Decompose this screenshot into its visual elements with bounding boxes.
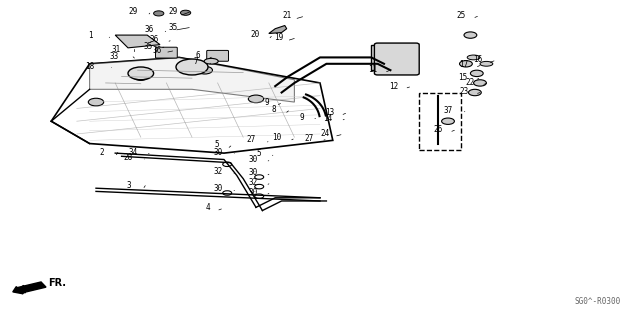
- Ellipse shape: [480, 61, 493, 66]
- Text: 36: 36: [145, 25, 154, 34]
- Text: 23: 23: [460, 87, 468, 96]
- Text: FR.: FR.: [48, 278, 66, 288]
- Text: 30: 30: [248, 188, 257, 197]
- Text: 34: 34: [129, 148, 138, 157]
- Text: 32: 32: [248, 178, 257, 187]
- FancyBboxPatch shape: [207, 50, 228, 61]
- Circle shape: [464, 32, 477, 38]
- Text: 10: 10: [273, 133, 282, 142]
- Circle shape: [154, 11, 164, 16]
- Polygon shape: [115, 35, 160, 48]
- Text: 20: 20: [250, 30, 259, 39]
- Circle shape: [197, 66, 212, 74]
- Text: 6: 6: [195, 51, 200, 60]
- Text: 7: 7: [194, 57, 198, 66]
- Text: 21: 21: [282, 11, 291, 20]
- Text: 8: 8: [272, 105, 276, 114]
- Text: 5: 5: [214, 140, 219, 149]
- Text: 3: 3: [127, 181, 131, 190]
- Text: 17: 17: [460, 60, 468, 69]
- Text: 16: 16: [474, 56, 483, 64]
- Circle shape: [248, 95, 264, 103]
- Text: 12: 12: [389, 82, 398, 91]
- FancyArrow shape: [13, 282, 46, 294]
- Text: 2: 2: [99, 148, 104, 157]
- Text: 35: 35: [143, 42, 152, 51]
- Text: 29: 29: [129, 7, 138, 16]
- Text: 26: 26: [434, 125, 443, 134]
- Text: 36: 36: [150, 35, 159, 44]
- Text: 32: 32: [214, 167, 223, 176]
- Text: 30: 30: [248, 168, 257, 177]
- Text: 5: 5: [257, 149, 261, 158]
- Text: 37: 37: [444, 106, 453, 115]
- Circle shape: [474, 80, 486, 86]
- Text: 1: 1: [88, 31, 93, 40]
- Circle shape: [128, 67, 154, 80]
- Text: 27: 27: [305, 134, 314, 143]
- Text: SG0^-R0300: SG0^-R0300: [575, 297, 621, 306]
- Polygon shape: [269, 26, 287, 33]
- Ellipse shape: [467, 55, 480, 60]
- Text: 28: 28: [124, 153, 133, 162]
- Text: 33: 33: [110, 52, 119, 61]
- Circle shape: [88, 98, 104, 106]
- Text: 35: 35: [169, 23, 178, 32]
- Polygon shape: [90, 57, 294, 102]
- Circle shape: [468, 89, 481, 96]
- Text: 14: 14: [324, 114, 333, 123]
- Circle shape: [442, 118, 454, 124]
- Text: 27: 27: [247, 135, 256, 144]
- Text: 30: 30: [248, 155, 257, 164]
- Text: 15: 15: [458, 73, 467, 82]
- FancyBboxPatch shape: [156, 47, 177, 58]
- Text: 30: 30: [214, 184, 223, 193]
- Circle shape: [460, 61, 472, 67]
- Text: 18: 18: [86, 62, 95, 71]
- Circle shape: [180, 10, 191, 15]
- FancyBboxPatch shape: [374, 43, 419, 75]
- Text: 36: 36: [152, 46, 161, 55]
- Text: 22: 22: [466, 78, 475, 87]
- Circle shape: [470, 70, 483, 77]
- Text: 31: 31: [111, 45, 120, 54]
- Text: 19: 19: [274, 33, 283, 42]
- Ellipse shape: [204, 58, 218, 64]
- Circle shape: [133, 73, 148, 80]
- Text: 11: 11: [369, 65, 378, 74]
- Bar: [419, 93, 461, 150]
- Circle shape: [176, 59, 208, 75]
- Text: 9: 9: [264, 98, 269, 107]
- Text: 13: 13: [325, 108, 334, 117]
- Text: 4: 4: [205, 204, 210, 212]
- Text: 30: 30: [214, 148, 223, 157]
- Text: 24: 24: [321, 130, 330, 138]
- Text: 9: 9: [300, 113, 304, 122]
- Text: 29: 29: [169, 7, 178, 16]
- Text: 25: 25: [457, 11, 466, 20]
- Polygon shape: [371, 45, 410, 70]
